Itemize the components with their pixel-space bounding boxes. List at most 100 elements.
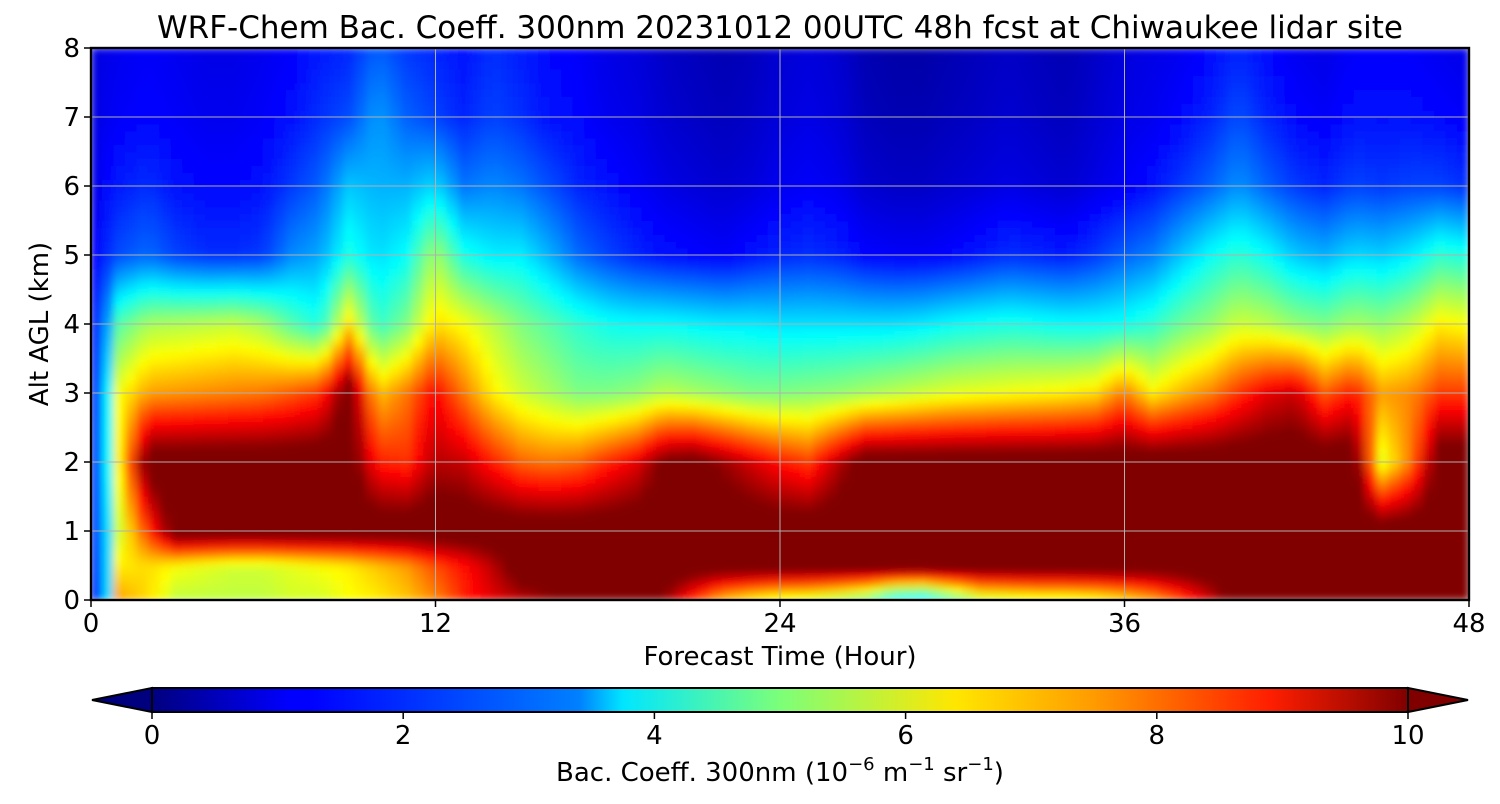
heatmap-cell <box>343 413 356 422</box>
heatmap-cell <box>641 447 655 456</box>
heatmap-cell <box>423 413 437 422</box>
heatmap-cell <box>1100 440 1114 449</box>
heatmap-cell <box>366 482 379 491</box>
heatmap-cell <box>1227 558 1240 567</box>
heatmap-cell <box>147 316 161 325</box>
heatmap-cell <box>951 440 965 449</box>
heatmap-cell <box>974 378 988 387</box>
heatmap-cell <box>239 420 253 429</box>
heatmap-cell <box>457 530 471 539</box>
heatmap-cell <box>756 323 770 332</box>
heatmap-cell <box>905 392 919 401</box>
heatmap-cell <box>1388 351 1401 360</box>
heatmap-cell <box>331 475 345 484</box>
heatmap-cell <box>388 371 402 380</box>
heatmap-cell <box>917 530 930 539</box>
heatmap-cell <box>1388 523 1401 532</box>
heatmap-cell <box>641 544 655 553</box>
heatmap-cell <box>1342 316 1355 325</box>
heatmap-cell <box>1330 399 1344 408</box>
heatmap-cell <box>1112 509 1126 518</box>
heatmap-cell <box>584 330 597 339</box>
heatmap-cell <box>228 468 241 477</box>
heatmap-cell <box>1410 571 1424 580</box>
heatmap-cell <box>446 592 460 600</box>
heatmap-cell <box>377 426 391 435</box>
heatmap-cell <box>216 406 230 415</box>
heatmap-cell <box>1388 330 1401 339</box>
heatmap-cell <box>147 364 161 373</box>
heatmap-cell <box>1158 585 1172 594</box>
heatmap-cell <box>423 378 437 387</box>
heatmap-cell <box>216 433 230 442</box>
heatmap-cell <box>1169 571 1183 580</box>
heatmap-cell <box>1376 454 1390 463</box>
heatmap-cell <box>113 544 127 553</box>
heatmap-cell <box>136 509 150 518</box>
heatmap-cell <box>480 489 494 498</box>
heatmap-cell <box>905 364 919 373</box>
heatmap-cell <box>1123 406 1137 415</box>
heatmap-cell <box>1433 551 1447 560</box>
heatmap-cell <box>1342 551 1355 560</box>
heatmap-cell <box>457 323 471 332</box>
heatmap-cell <box>388 344 402 353</box>
heatmap-cell <box>411 364 425 373</box>
heatmap-cell <box>1296 544 1309 553</box>
heatmap-cell <box>664 357 678 366</box>
heatmap-cell <box>848 406 861 415</box>
heatmap-cell <box>1273 571 1286 580</box>
heatmap-cell <box>1077 585 1091 594</box>
heatmap-cell <box>687 551 701 560</box>
heatmap-cell <box>641 495 655 504</box>
heatmap-cell <box>561 564 574 573</box>
heatmap-cell <box>492 385 505 394</box>
heatmap-cell <box>997 578 1011 587</box>
heatmap-cell <box>216 482 230 491</box>
heatmap-cell <box>457 571 471 580</box>
heatmap-cell <box>526 468 540 477</box>
heatmap-cell <box>170 454 184 463</box>
heatmap-cell <box>91 447 104 456</box>
heatmap-cell <box>664 426 678 435</box>
heatmap-cell <box>1009 544 1022 553</box>
heatmap-cell <box>124 489 138 498</box>
heatmap-cell <box>928 475 942 484</box>
heatmap-cell <box>308 406 322 415</box>
heatmap-cell <box>1238 578 1252 587</box>
heatmap-cell <box>549 495 563 504</box>
heatmap-cell <box>170 564 184 573</box>
heatmap-cell <box>193 330 207 339</box>
heatmap-cell <box>239 447 253 456</box>
heatmap-cell <box>997 337 1011 346</box>
heatmap-cell <box>756 482 770 491</box>
heatmap-cell <box>940 564 953 573</box>
heatmap-cell <box>1342 482 1355 491</box>
heatmap-cell <box>228 316 241 325</box>
heatmap-cell <box>630 447 643 456</box>
heatmap-cell <box>228 420 241 429</box>
heatmap-cell <box>1353 564 1367 573</box>
heatmap-cell <box>859 489 873 498</box>
heatmap-cell <box>136 330 150 339</box>
heatmap-cell <box>1342 461 1355 470</box>
heatmap-cell <box>147 392 161 401</box>
heatmap-cell <box>343 475 356 484</box>
heatmap-cell <box>618 337 632 346</box>
heatmap-cell <box>1342 385 1355 394</box>
heatmap-cell <box>159 433 172 442</box>
heatmap-cell <box>894 544 907 553</box>
heatmap-cell <box>1135 344 1149 353</box>
heatmap-cell <box>377 530 391 539</box>
heatmap-cell <box>1261 461 1275 470</box>
heatmap-cell <box>354 357 368 366</box>
heatmap-cell <box>572 592 586 600</box>
heatmap-cell <box>193 551 207 560</box>
heatmap-cell <box>825 475 839 484</box>
heatmap-cell <box>940 571 953 580</box>
heatmap-cell <box>721 468 735 477</box>
heatmap-cell <box>767 392 781 401</box>
heatmap-cell <box>767 337 781 346</box>
heatmap-cell <box>1238 316 1252 325</box>
heatmap-cell <box>940 351 953 360</box>
